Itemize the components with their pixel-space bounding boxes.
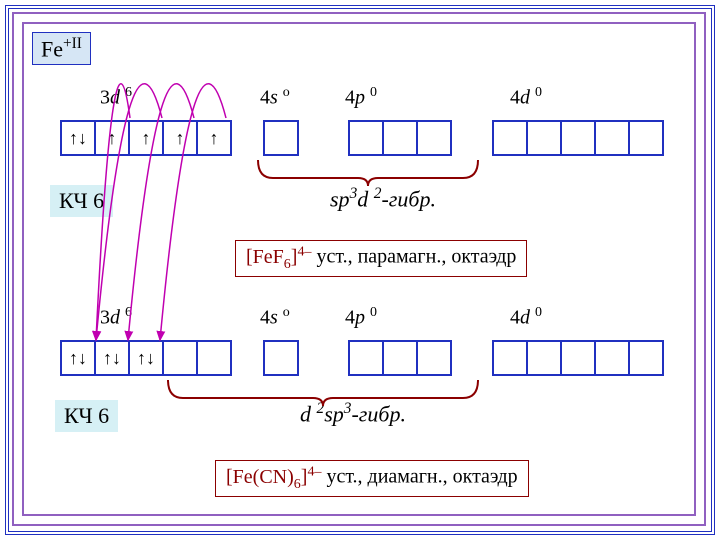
orbital-cell: ↑ [198,122,230,154]
orbital-label-d4-row1: 4d 0 [510,85,542,110]
orbital-label-d4-row2: 4d 0 [510,305,542,330]
orbital-cell [528,342,562,374]
orbital-cell [164,342,198,374]
orbital-cell [562,122,596,154]
orbital-cell: ↑ [96,122,130,154]
coord-number-2: КЧ 6 [55,400,118,432]
ion-badge: Fe+II [32,32,91,65]
orbital-cell [198,342,230,374]
orbital-label-s4-row1: 4s o [260,85,290,110]
orbital-cell: ↑ [164,122,198,154]
orbital-cell [630,342,662,374]
orbital-cell [418,122,450,154]
orbital-group-1-1: ↑↓↑↑↑↑ [60,120,232,156]
orbital-row-1: ↑↓↑↑↑↑ [60,120,664,156]
orbital-group-2-3 [348,340,452,376]
orbital-cell: ↑↓ [62,342,96,374]
orbital-group-1-4 [492,120,664,156]
orbital-group-2-1: ↑↓↑↓↑↓ [60,340,232,376]
orbital-cell [596,122,630,154]
orbital-cell [384,122,418,154]
hybridization-1: sp3d 2-гибр. [330,185,436,212]
orbital-label-d3-row2: 3d 6 [100,305,132,330]
orbital-cell [350,122,384,154]
orbital-label-d3-row1: 3d 6 [100,85,132,110]
orbital-cell [494,122,528,154]
complex-box-1: [FeF6]4– уст., парамагн., октаэдр [235,240,527,277]
orbital-group-1-3 [348,120,452,156]
orbital-group-2-2 [263,340,299,376]
orbital-cell: ↑↓ [96,342,130,374]
orbital-cell [494,342,528,374]
orbital-group-2-4 [492,340,664,376]
orbital-label-p4-row1: 4p 0 [345,85,377,110]
orbital-cell [562,342,596,374]
orbital-cell: ↑↓ [62,122,96,154]
orbital-cell [528,122,562,154]
orbital-label-p4-row2: 4p 0 [345,305,377,330]
orbital-label-s4-row2: 4s o [260,305,290,330]
orbital-group-1-2 [263,120,299,156]
orbital-cell [350,342,384,374]
hybridization-2: d 2sp3-гибр. [300,400,406,427]
orbital-cell [265,122,297,154]
orbital-cell: ↑↓ [130,342,164,374]
complex-box-2: [Fe(CN)6]4– уст., диамагн., октаэдр [215,460,529,497]
orbital-cell: ↑ [130,122,164,154]
orbital-row-2: ↑↓↑↓↑↓ [60,340,664,376]
orbital-cell [418,342,450,374]
coord-number-1: КЧ 6 [50,185,113,217]
orbital-cell [630,122,662,154]
orbital-cell [384,342,418,374]
orbital-cell [265,342,297,374]
orbital-cell [596,342,630,374]
